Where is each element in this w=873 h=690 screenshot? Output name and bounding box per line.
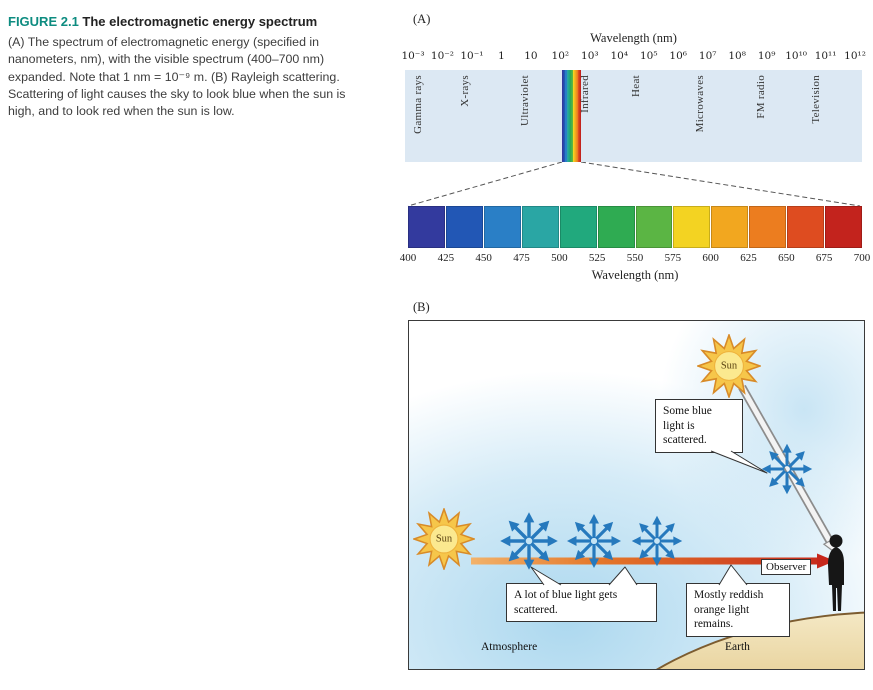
colorbar-axis-title: Wavelength (nm)	[591, 268, 679, 282]
colorbar-segment	[825, 206, 863, 248]
figure-caption: FIGURE 2.1 The electromagnetic energy sp…	[8, 14, 366, 121]
colorbar-tick: 550	[626, 252, 644, 264]
wavelength-tick: 10⁻³	[401, 50, 425, 62]
figure-label: FIGURE 2.1	[8, 14, 79, 29]
callout-some-blue: Some blue light is scattered.	[655, 399, 743, 454]
colorbar-segment	[445, 206, 483, 248]
colorbar-segment	[559, 206, 597, 248]
wavelength-axis-title: Wavelength (nm)	[590, 31, 677, 45]
colorbar-tick: 525	[588, 252, 606, 264]
wavelength-ticks: 10⁻³ 10⁻² 10⁻¹ 1 10 10² 10³ 10⁴ 10⁵ 10⁶ 10⁷ 10⁸ 10⁹ 1…	[401, 50, 866, 66]
band-label: Microwaves	[694, 75, 706, 133]
colorbar-ticks: 400 425 450 475 500 525 550 575 600 625 650 675 700	[400, 252, 871, 266]
wavelength-tick: 10⁶	[669, 50, 688, 62]
colorbar-tick: 600	[702, 252, 719, 264]
wavelength-tick: 1	[498, 50, 505, 62]
colorbar-segment	[673, 206, 711, 248]
colorbar-segment	[408, 206, 445, 248]
wavelength-tick: 10¹²	[844, 50, 866, 62]
atmosphere-label: Atmosphere	[481, 641, 538, 653]
wavelength-tick: 10	[524, 50, 538, 62]
figure-title: The electromagnetic energy spectrum	[82, 14, 318, 29]
wavelength-tick: 10⁸	[728, 50, 746, 62]
caption-heading: FIGURE 2.1 The electromagnetic energy sp…	[8, 14, 366, 31]
band-label: Heat	[630, 75, 642, 97]
wavelength-tick: 10¹⁰	[785, 50, 807, 62]
band-label: Infrared	[579, 75, 591, 113]
wavelength-tick: 10⁻¹	[460, 50, 484, 62]
colorbar-segment	[787, 206, 825, 248]
panel-b-label: (B)	[413, 300, 430, 314]
panel-a-label: (A)	[413, 12, 431, 26]
colorbar-tick: 675	[815, 252, 833, 264]
callout-reddish: Mostly reddish orange light remains.	[686, 583, 790, 638]
observer-label: Observer	[761, 559, 812, 575]
person-silhouette	[828, 534, 844, 611]
colorbar-tick: 450	[475, 252, 492, 264]
colorbar-tick: 625	[740, 252, 757, 264]
wavelength-tick: 10⁵	[639, 50, 658, 62]
colorbar-segment	[711, 206, 749, 248]
colorbar-segment	[483, 206, 521, 248]
visible-spectrum-strip	[562, 70, 581, 162]
em-band: Gamma rays X-rays Ultraviolet Infrared Heat M…	[405, 70, 862, 162]
colorbar-tick: 400	[399, 252, 417, 264]
band-label: Ultraviolet	[519, 75, 531, 126]
colorbar-segment	[521, 206, 559, 248]
expansion-dashed-lines	[407, 162, 861, 206]
wavelength-tick: 10⁻²	[430, 50, 455, 62]
rayleigh-scene: Sun Sun Some blue light is scattered. A …	[408, 320, 865, 670]
callout-alot-blue: A lot of blue light gets scattered.	[506, 583, 657, 623]
sun-label: Sun	[720, 360, 738, 372]
caption-body: (A) The spectrum of electromagnetic ener…	[8, 34, 346, 119]
band-label: Gamma rays	[412, 75, 424, 134]
colorbar-segment	[635, 206, 673, 248]
colorbar-tick: 475	[513, 252, 530, 264]
wavelength-tick: 10⁹	[757, 50, 776, 62]
wavelength-tick: 10⁷	[698, 50, 717, 62]
earth-label: Earth	[725, 641, 750, 653]
colorbar-tick: 700	[853, 252, 871, 264]
band-label: X-rays	[459, 75, 471, 107]
wavelength-tick: 10³	[581, 50, 599, 62]
colorbar-segment	[749, 206, 787, 248]
wavelength-tick: 10²	[551, 50, 570, 62]
wavelength-tick: 10⁴	[610, 50, 629, 62]
colorbar-segment	[597, 206, 635, 248]
sun-label: Sun	[435, 533, 453, 545]
colorbar-tick: 650	[778, 252, 795, 264]
band-label: FM radio	[755, 75, 767, 119]
wavelength-tick: 10¹¹	[814, 50, 837, 62]
colorbar-tick: 575	[664, 252, 682, 264]
colorbar-tick: 425	[437, 252, 455, 264]
colorbar-tick: 500	[551, 252, 568, 264]
visible-colorbar	[408, 206, 863, 248]
band-label: Television	[810, 75, 822, 124]
